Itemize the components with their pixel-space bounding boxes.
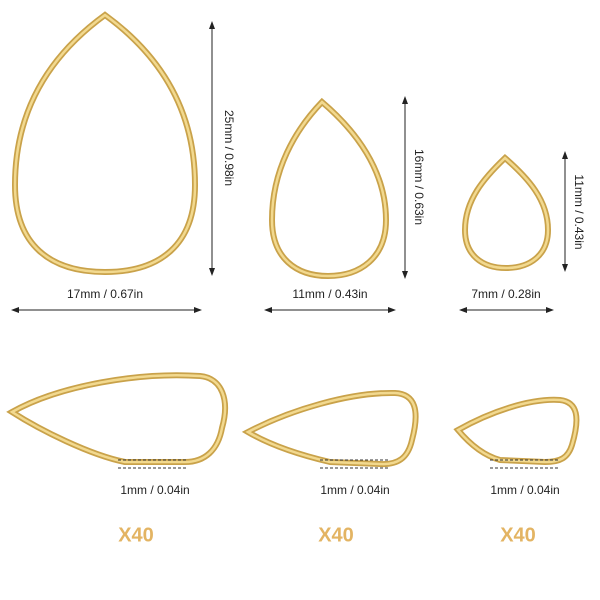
side-view-medium [241,389,419,469]
quantity: X40 [118,524,154,546]
thickness-label: 1mm / 0.04in [120,483,189,497]
teardrop-small [461,153,552,272]
height-label: 11mm / 0.43in [572,174,586,249]
quantity: X40 [318,524,354,546]
side-view-small [453,396,580,469]
side-view-large [6,372,228,469]
height-label: 25mm / 0.98in [222,110,236,186]
thickness-label: 1mm / 0.04in [490,483,559,497]
height-label: 16mm / 0.63in [412,149,426,225]
quantity: X40 [500,524,536,546]
width-label: 7mm / 0.28in [471,287,540,301]
teardrop-medium [268,97,390,280]
thickness-label: 1mm / 0.04in [320,483,389,497]
teardrop-large [11,11,199,276]
width-label: 17mm / 0.67in [67,287,143,301]
width-label: 11mm / 0.43in [292,287,367,301]
